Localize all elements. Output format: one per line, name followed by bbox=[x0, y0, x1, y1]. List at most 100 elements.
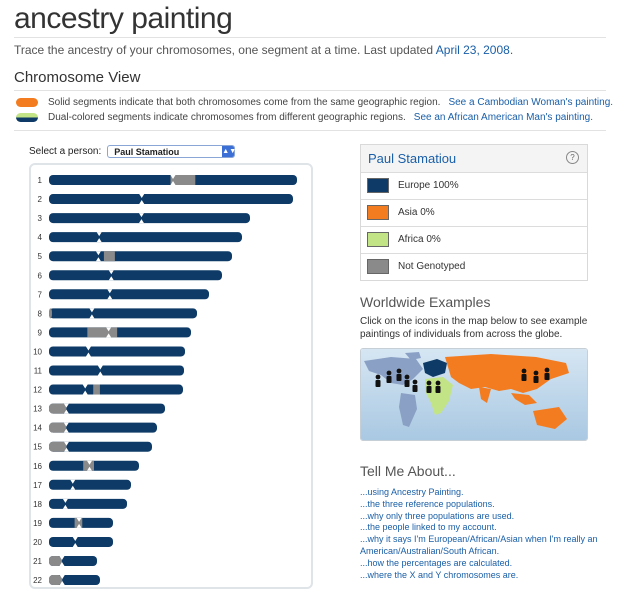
not-genotyped-segment bbox=[87, 327, 118, 338]
centromere-mark bbox=[63, 403, 69, 414]
chromosome-label: 17 bbox=[33, 481, 42, 490]
solid-swatch-icon bbox=[16, 98, 38, 107]
chromosome-label: 18 bbox=[33, 500, 42, 509]
chromosome-label: 9 bbox=[38, 328, 43, 337]
chromosome-view-title: Chromosome View bbox=[14, 69, 141, 86]
africa-swatch bbox=[367, 232, 389, 247]
centromere-mark bbox=[59, 575, 65, 586]
chromosome-label: 12 bbox=[33, 386, 42, 395]
ancestry-summary: Paul Stamatiou ? Europe 100% Asia 0% Afr… bbox=[360, 144, 588, 281]
chromosome-18[interactable] bbox=[49, 498, 127, 509]
chromosome-label: 22 bbox=[33, 576, 42, 585]
subtitle-text: Trace the ancestry of your chromosomes, … bbox=[14, 43, 434, 57]
not-genotyped-segment bbox=[49, 441, 67, 452]
chromosome-10[interactable] bbox=[49, 346, 185, 357]
chromosome-8[interactable] bbox=[49, 308, 197, 319]
person-icon bbox=[426, 380, 432, 393]
centromere-mark bbox=[70, 479, 76, 490]
chromosome-6[interactable] bbox=[49, 270, 222, 281]
southeast-asia-shape bbox=[511, 393, 537, 405]
chromosome-14[interactable] bbox=[49, 422, 157, 433]
person-icon bbox=[396, 368, 402, 381]
chromosome-panel: 1 2 3 4 5 6 7 8 9 10 11 12 13 14 15 16 17 18 19 20 21 22 bbox=[29, 163, 313, 589]
tell-me-link[interactable]: ...where the X and Y chromosomes are. bbox=[360, 569, 519, 580]
tell-me-link[interactable]: ...the people linked to my account. bbox=[360, 522, 497, 533]
summary-label: Europe 100% bbox=[398, 180, 459, 191]
person-icon bbox=[533, 370, 539, 383]
india-shape bbox=[479, 387, 491, 403]
tell-me-link[interactable]: ...the three reference populations. bbox=[360, 498, 495, 509]
person-icon bbox=[544, 367, 550, 380]
chromosome-11[interactable] bbox=[49, 365, 184, 376]
centromere-mark bbox=[107, 289, 113, 300]
chromosome-2[interactable] bbox=[49, 194, 293, 205]
person-select[interactable]: Paul Stamatiou ▲▼ bbox=[107, 145, 237, 158]
centromere-mark bbox=[138, 213, 144, 224]
cambodian-painting-link[interactable]: See a Cambodian Woman's painting. bbox=[448, 97, 614, 108]
chromosome-17[interactable] bbox=[49, 479, 131, 490]
not-genotyped-segment bbox=[83, 460, 94, 471]
chromosome-label: 21 bbox=[33, 557, 42, 566]
centromere-mark bbox=[82, 384, 88, 395]
title-divider bbox=[14, 37, 606, 38]
legend-divider bbox=[14, 130, 606, 131]
chevron-down-icon: ▲▼ bbox=[222, 146, 237, 157]
summary-label: Not Genotyped bbox=[398, 261, 466, 272]
help-icon[interactable]: ? bbox=[566, 151, 579, 164]
centromere-mark bbox=[139, 194, 145, 205]
asia-swatch bbox=[367, 205, 389, 220]
chromosome-15[interactable] bbox=[49, 441, 152, 452]
chromosome-label: 20 bbox=[33, 538, 42, 547]
chromosome-3[interactable] bbox=[49, 213, 250, 224]
page-subtitle: Trace the ancestry of your chromosomes, … bbox=[14, 43, 513, 57]
worldwide-text: Click on the icons in the map below to s… bbox=[360, 316, 588, 340]
chromosome-label: 10 bbox=[33, 347, 42, 356]
tell-me-link[interactable]: ...how the percentages are calculated. bbox=[360, 557, 513, 568]
worldwide-title: Worldwide Examples bbox=[360, 294, 491, 310]
asia-shape bbox=[445, 354, 569, 393]
world-map[interactable] bbox=[360, 348, 588, 441]
tell-me-link[interactable]: ...using Ancestry Painting. bbox=[360, 487, 464, 497]
tell-me-link[interactable]: ...why it says I'm European/African/Asia… bbox=[360, 534, 598, 556]
chromosome-9[interactable] bbox=[49, 327, 191, 338]
tell-me-link[interactable]: ...why only three populations are used. bbox=[360, 510, 515, 521]
page-title: ancestry painting bbox=[14, 2, 233, 35]
not-genotyped-segment bbox=[49, 556, 62, 566]
australia-shape bbox=[533, 407, 567, 429]
chromosome-4[interactable] bbox=[49, 232, 242, 243]
selected-person: Paul Stamatiou bbox=[114, 147, 180, 157]
centromere-mark bbox=[95, 251, 101, 262]
world-map-graphic bbox=[361, 349, 587, 440]
chromosome-7[interactable] bbox=[49, 289, 209, 300]
legend-solid-text: Solid segments indicate that both chromo… bbox=[48, 97, 441, 108]
african-american-painting-link[interactable]: See an African American Man's painting. bbox=[413, 112, 594, 123]
not-genotyped-segment bbox=[49, 422, 67, 433]
chromosome-label: 7 bbox=[38, 290, 43, 299]
chromosome-20[interactable] bbox=[49, 536, 113, 547]
legend-dual: Dual-colored segments indicate chromosom… bbox=[16, 112, 593, 123]
summary-header: Paul Stamatiou ? bbox=[361, 145, 587, 173]
section-divider bbox=[14, 90, 606, 91]
chromosome-12[interactable] bbox=[49, 384, 183, 395]
south-america-shape bbox=[399, 393, 417, 427]
summary-row-not-genotyped: Not Genotyped bbox=[361, 254, 587, 280]
centromere-mark bbox=[108, 270, 114, 281]
centromere-mark bbox=[76, 517, 82, 528]
tell-me-title: Tell Me About... bbox=[360, 463, 456, 479]
chromosome-13[interactable] bbox=[49, 403, 165, 414]
legend-solid: Solid segments indicate that both chromo… bbox=[16, 97, 613, 108]
centromere-mark bbox=[96, 232, 102, 243]
chromosome-5[interactable] bbox=[49, 251, 232, 262]
person-icon bbox=[386, 370, 392, 383]
centromere-mark bbox=[64, 441, 70, 452]
person-icon bbox=[412, 379, 418, 392]
not-genotyped-segment bbox=[49, 403, 67, 414]
africa-shape bbox=[425, 377, 453, 415]
chromosome-label: 16 bbox=[33, 462, 42, 471]
tell-me-list: ...using Ancestry Painting. ...the three… bbox=[360, 487, 605, 581]
not-genotyped-segment bbox=[170, 175, 196, 185]
not-genotyped-segment bbox=[49, 575, 63, 586]
last-updated-link[interactable]: April 23, 2008 bbox=[435, 43, 510, 57]
centromere-mark bbox=[106, 327, 112, 338]
selector-label: Select a person: bbox=[29, 146, 102, 157]
